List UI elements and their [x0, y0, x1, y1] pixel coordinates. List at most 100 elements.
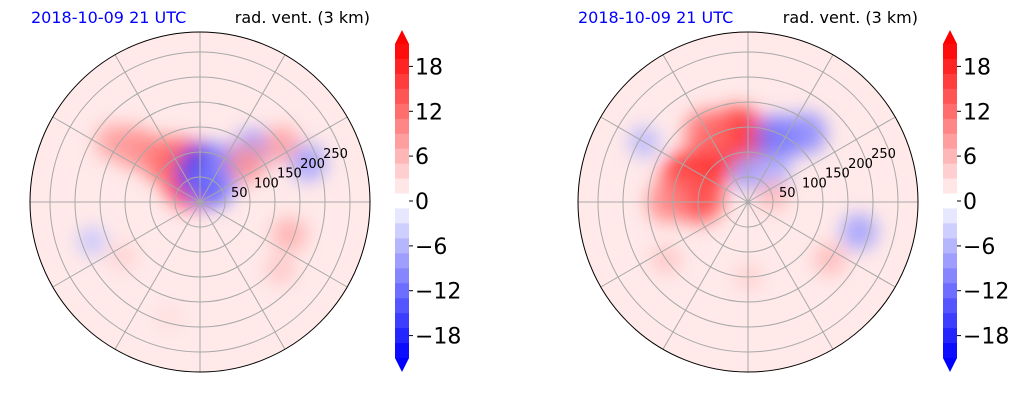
colorbar-band-9	[943, 178, 957, 194]
cbar-tick-neg18: −18	[415, 325, 461, 350]
colorbar-band-1	[943, 58, 957, 75]
cbar-tick-neg18: −18	[963, 325, 1009, 350]
velocity-blob-11	[289, 144, 327, 182]
panel-right-colorbar-ticks: 18 12 6 0 −6 −12 −18	[963, 55, 1009, 349]
velocity-blob-9	[756, 154, 791, 189]
panel-left-colorbar-ticks: 18 12 6 0 −6 −12 −18	[415, 55, 461, 349]
colorbar-band-20	[395, 343, 409, 359]
ring-label-50: 50	[779, 186, 796, 201]
velocity-blob-15	[109, 243, 136, 270]
colorbar-band-2	[395, 73, 409, 90]
colorbar-band-0	[943, 44, 957, 60]
ring-label-250: 250	[871, 147, 896, 162]
colorbar-band-18	[395, 313, 409, 329]
cbar-tick-18: 18	[415, 55, 443, 80]
colorbar-band-10	[395, 193, 409, 209]
colorbar-extend-top	[943, 30, 957, 44]
cbar-tick-neg12: −12	[963, 280, 1009, 305]
colorbar-band-7	[943, 148, 957, 165]
colorbar-band-5	[943, 118, 957, 135]
colorbar-band-5	[395, 118, 409, 135]
colorbar-band-8	[395, 163, 409, 179]
cbar-tick-neg12: −12	[415, 280, 461, 305]
velocity-blob-13	[265, 255, 295, 284]
grid-spoke-150	[52, 116, 201, 203]
colorbar-band-15	[943, 268, 957, 284]
velocity-blob-12	[272, 217, 307, 252]
cbar-tick-0: 0	[963, 190, 977, 215]
colorbar-band-12	[395, 223, 409, 239]
grid-spoke-60	[199, 54, 286, 203]
colorbar-band-2	[943, 73, 957, 90]
panel-left-field-title: rad. vent. (3 km)	[235, 8, 370, 27]
colorbar-band-8	[943, 163, 957, 179]
panel-right-polar-grid	[578, 32, 918, 372]
colorbar-band-4	[395, 103, 409, 120]
panel-right-ring-labels: 50 100 150 200 250	[779, 147, 896, 201]
grid-spoke-330	[199, 201, 348, 288]
grid-spoke-240	[662, 201, 749, 350]
colorbar-band-20	[943, 343, 957, 359]
grid-spoke-240	[114, 201, 201, 350]
colorbar-band-1	[395, 58, 409, 75]
panel-right-time-title: 2018-10-09 21 UTC	[578, 8, 733, 27]
panel-left: 2018-10-09 21 UTC rad. vent. (3 km) 50 1…	[29, 8, 461, 373]
ring-label-200: 200	[300, 157, 325, 172]
colorbar-band-18	[943, 313, 957, 329]
colorbar-band-11	[943, 208, 957, 224]
colorbar-extend-top	[395, 30, 409, 44]
panel-left-colorbar-bands	[395, 30, 413, 372]
grid-spoke-150	[600, 116, 749, 203]
grid-spoke-60	[747, 54, 834, 203]
colorbar-band-4	[943, 103, 957, 120]
cbar-tick-6: 6	[415, 145, 429, 170]
grid-spoke-300	[747, 201, 834, 350]
cbar-tick-neg6: −6	[415, 235, 447, 260]
velocity-blob-9	[226, 143, 266, 184]
grid-spoke-330	[747, 201, 896, 288]
cbar-tick-6: 6	[963, 145, 977, 170]
colorbar-band-19	[395, 328, 409, 344]
cbar-tick-12: 12	[963, 100, 991, 125]
ring-label-50: 50	[231, 186, 248, 201]
panel-left-polar-grid	[30, 32, 370, 372]
colorbar-band-14	[943, 253, 957, 269]
panel-right-colorbar: 18 12 6 0 −6 −12 −18	[943, 30, 1009, 372]
colorbar-band-11	[395, 208, 409, 224]
panel-right-field-title: rad. vent. (3 km)	[783, 8, 918, 27]
colorbar-band-3	[395, 88, 409, 105]
colorbar-band-6	[395, 133, 409, 150]
cbar-tick-0: 0	[415, 190, 429, 215]
colorbar-band-16	[395, 283, 409, 299]
velocity-blob-4	[95, 123, 133, 161]
panel-left-colorbar: 18 12 6 0 −6 −12 −18	[395, 30, 461, 372]
panel-right-polar-plot	[578, 32, 918, 372]
grid-spoke-30	[747, 116, 896, 203]
velocity-blob-16	[157, 306, 181, 330]
velocity-blob-11	[840, 213, 878, 251]
panel-right: 2018-10-09 21 UTC rad. vent. (3 km) 50 1…	[577, 8, 1009, 373]
colorbar-band-7	[395, 148, 409, 165]
colorbar-extend-bottom	[395, 358, 409, 372]
ring-label-100: 100	[802, 177, 827, 192]
grid-spoke-120	[114, 54, 201, 203]
ring-label-200: 200	[848, 157, 873, 172]
colorbar-band-15	[395, 268, 409, 284]
ring-label-150: 150	[825, 167, 850, 182]
grid-spoke-120	[662, 54, 749, 203]
grid-spoke-210	[600, 201, 749, 288]
panel-left-time-title: 2018-10-09 21 UTC	[31, 8, 186, 27]
panel-right-boundary-circle	[577, 31, 919, 373]
velocity-blob-14	[77, 226, 107, 256]
cbar-tick-neg6: −6	[963, 235, 995, 260]
panel-left-ring-labels: 50 100 150 200 250	[231, 147, 348, 201]
colorbar-band-19	[943, 328, 957, 344]
colorbar-band-14	[395, 253, 409, 269]
grid-spoke-210	[52, 201, 201, 288]
ring-label-250: 250	[323, 147, 348, 162]
ring-label-100: 100	[254, 177, 279, 192]
cbar-tick-12: 12	[415, 100, 443, 125]
colorbar-band-10	[943, 193, 957, 209]
grid-spoke-30	[199, 116, 348, 203]
